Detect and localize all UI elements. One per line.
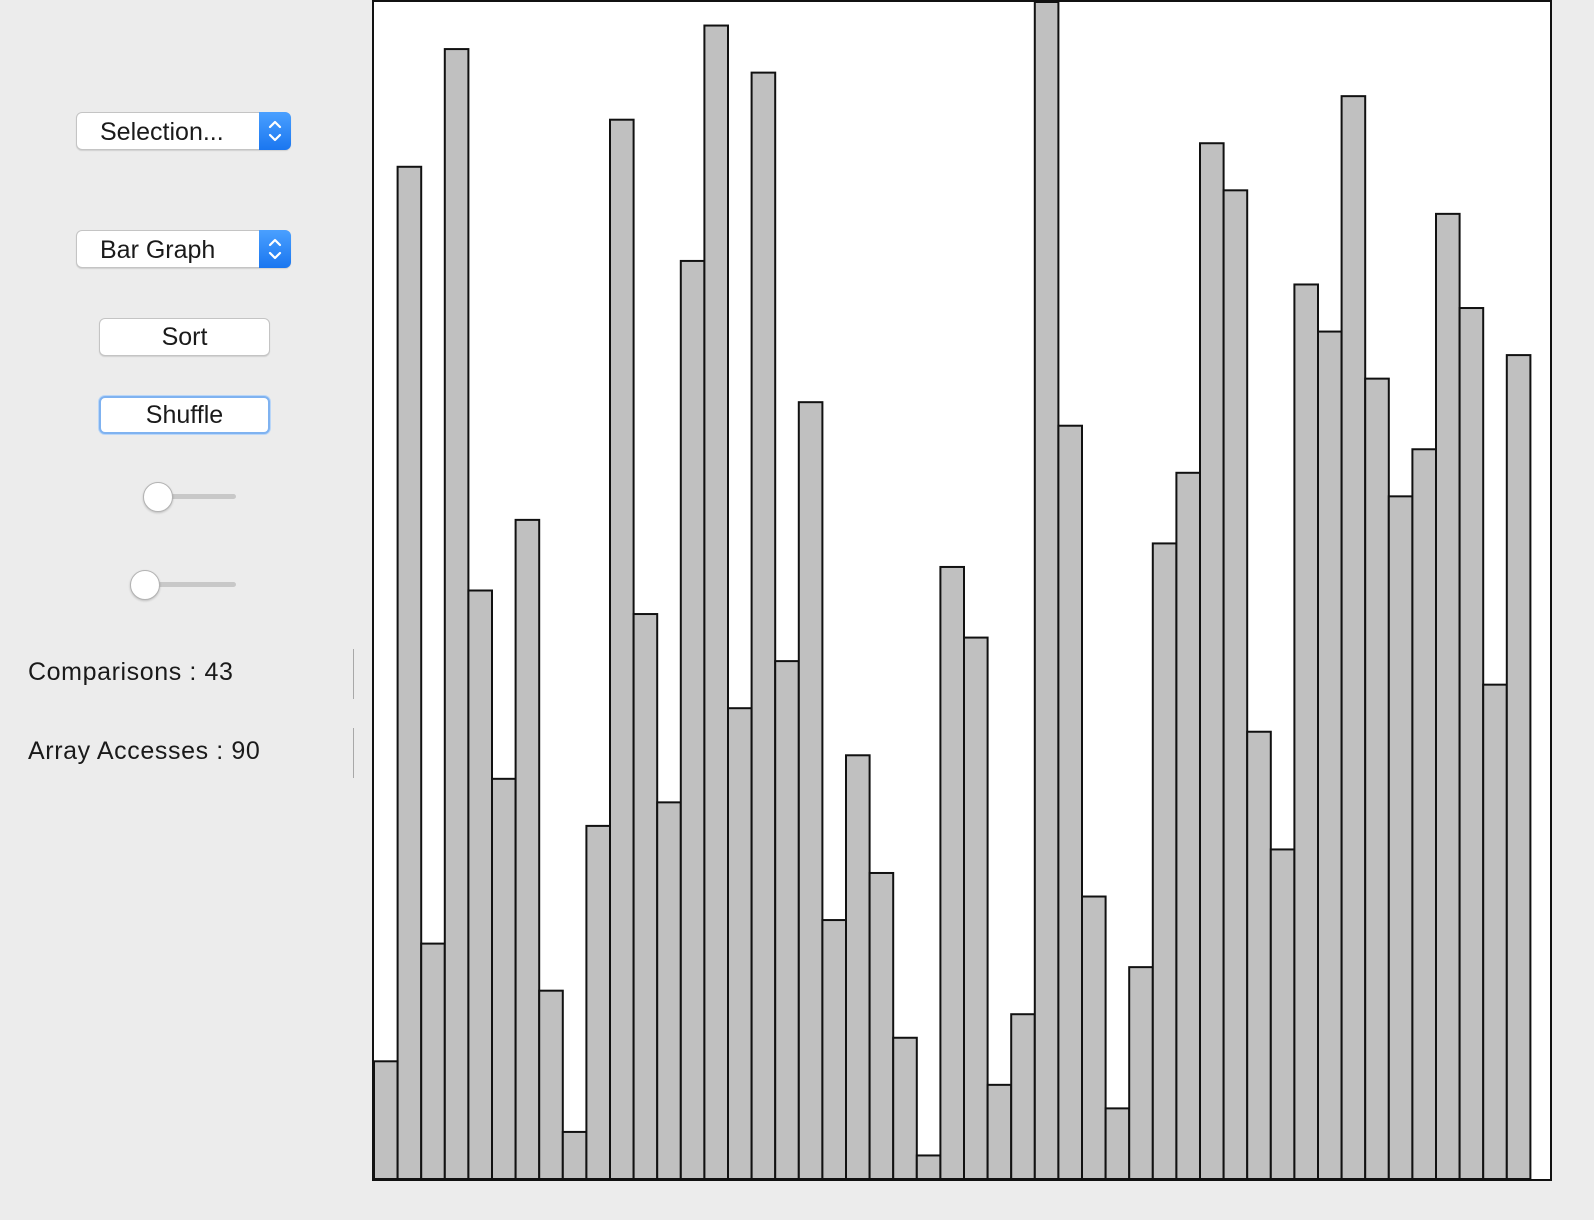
slider-knob[interactable] <box>143 482 173 512</box>
bar <box>1246 730 1272 1179</box>
bar <box>1104 1107 1131 1179</box>
bar <box>538 989 564 1179</box>
slider-track[interactable] <box>130 582 236 587</box>
bar <box>1199 142 1225 1179</box>
bar <box>396 165 423 1179</box>
control-panel: Selection... Bar Graph Sort Shuffle Comp… <box>0 0 370 1220</box>
bar <box>703 24 729 1179</box>
view-select-value: Bar Graph <box>100 236 216 264</box>
chevron-up-down-icon <box>259 230 291 268</box>
bar <box>1435 212 1461 1179</box>
bar <box>1505 354 1532 1179</box>
bar <box>821 919 847 1179</box>
bar <box>374 1060 399 1179</box>
slider-knob[interactable] <box>130 570 160 600</box>
bar <box>797 401 824 1179</box>
bar-graph-canvas <box>372 0 1552 1181</box>
bar <box>939 565 966 1179</box>
separator <box>353 649 354 699</box>
bar <box>679 259 706 1179</box>
bar <box>1081 895 1107 1179</box>
bar <box>1482 683 1508 1179</box>
bar <box>915 1154 942 1179</box>
bar <box>727 707 753 1179</box>
bar <box>514 518 541 1179</box>
bar <box>774 660 800 1179</box>
bar <box>1175 471 1202 1179</box>
bar-graph <box>374 2 1532 1179</box>
bar <box>868 871 895 1179</box>
bar <box>1033 2 1060 1179</box>
bar <box>1269 848 1296 1179</box>
sort-button[interactable]: Sort <box>99 318 270 356</box>
bar <box>467 589 494 1179</box>
bar <box>561 1130 588 1179</box>
bar <box>963 636 989 1179</box>
bar <box>1293 283 1320 1179</box>
bar <box>1458 307 1485 1179</box>
bar <box>632 613 659 1179</box>
bar <box>1128 966 1154 1179</box>
speed-slider[interactable] <box>143 482 236 512</box>
bar <box>750 71 777 1179</box>
bar <box>1364 377 1390 1179</box>
algorithm-select[interactable]: Selection... <box>76 112 291 150</box>
bar <box>1317 330 1343 1179</box>
bar <box>656 801 682 1179</box>
bar <box>1010 1013 1036 1179</box>
bar <box>1057 424 1084 1179</box>
chevron-up-down-icon <box>259 112 291 150</box>
shuffle-button[interactable]: Shuffle <box>99 396 270 434</box>
bar <box>1340 95 1367 1179</box>
bar <box>585 824 611 1179</box>
bar <box>986 1083 1013 1179</box>
slider-track[interactable] <box>143 494 236 499</box>
bar <box>1151 542 1178 1179</box>
bar <box>892 1036 918 1179</box>
comparisons-label: Comparisons : 43 <box>28 658 234 686</box>
bar <box>609 118 635 1179</box>
bar <box>1222 189 1249 1179</box>
size-slider[interactable] <box>130 570 236 600</box>
algorithm-select-value: Selection... <box>100 118 224 146</box>
separator <box>353 728 354 778</box>
bar <box>845 754 871 1179</box>
array-accesses-label: Array Accesses : 90 <box>28 737 261 765</box>
bar <box>420 942 446 1179</box>
view-select[interactable]: Bar Graph <box>76 230 291 268</box>
bar <box>491 777 517 1179</box>
bar <box>443 48 470 1179</box>
bar <box>1411 448 1438 1179</box>
bar <box>1387 495 1414 1179</box>
